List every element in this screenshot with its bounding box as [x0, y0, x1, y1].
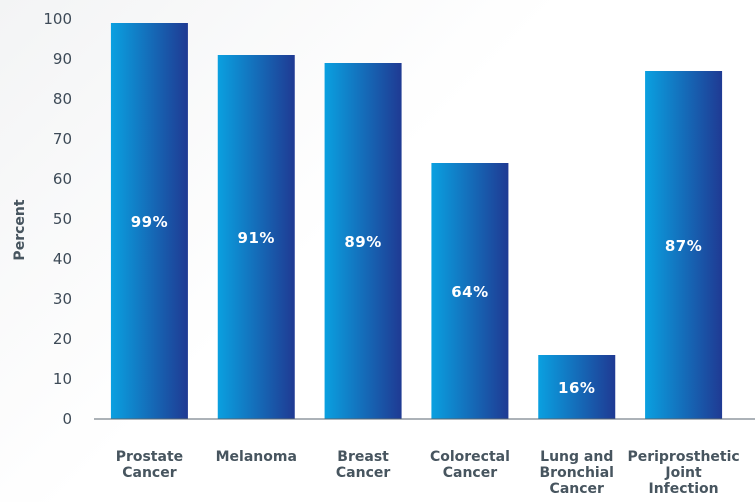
y-tick-label: 80	[53, 90, 72, 108]
y-axis-ticks: 0 10 20 30 40 50 60 70 80 90 100	[43, 10, 72, 428]
x-tick-label: Periprosthetic Joint Infection	[627, 449, 739, 497]
x-tick-label: Melanoma	[216, 449, 297, 465]
y-tick-label: 60	[53, 170, 72, 188]
bar-value-labels: 99% 91% 89% 64% 16% 87%	[131, 213, 702, 397]
bar-value-label: 87%	[665, 237, 702, 255]
y-tick-label: 50	[53, 210, 72, 228]
y-tick-label: 90	[53, 50, 72, 68]
bar	[645, 71, 723, 419]
y-tick-label: 70	[53, 130, 72, 148]
y-axis-title: Percent	[12, 199, 28, 260]
bar-value-label: 91%	[238, 229, 275, 247]
x-tick-label: Breast Cancer	[336, 449, 390, 481]
bar-value-label: 16%	[558, 379, 595, 397]
category-labels: Prostate Cancer Melanoma Breast Cancer Colore…	[116, 449, 740, 497]
y-tick-label: 30	[53, 290, 72, 308]
y-tick-label: 100	[43, 10, 72, 28]
x-tick-label: Lung and Bronchial Cancer	[540, 449, 614, 497]
bar	[324, 63, 402, 419]
bar-value-label: 89%	[344, 233, 381, 251]
y-tick-label: 40	[53, 250, 72, 268]
x-tick-label: Colorectal Cancer	[430, 449, 510, 481]
bar	[431, 163, 509, 419]
bar	[110, 23, 188, 419]
y-tick-label: 0	[62, 410, 72, 428]
x-tick-label: Prostate Cancer	[116, 449, 183, 481]
bar	[538, 355, 616, 419]
bar-value-label: 99%	[131, 213, 168, 231]
y-tick-label: 10	[53, 370, 72, 388]
bars-group	[110, 23, 723, 419]
bar-value-label: 64%	[451, 283, 488, 301]
y-tick-label: 20	[53, 330, 72, 348]
bar	[217, 55, 295, 419]
